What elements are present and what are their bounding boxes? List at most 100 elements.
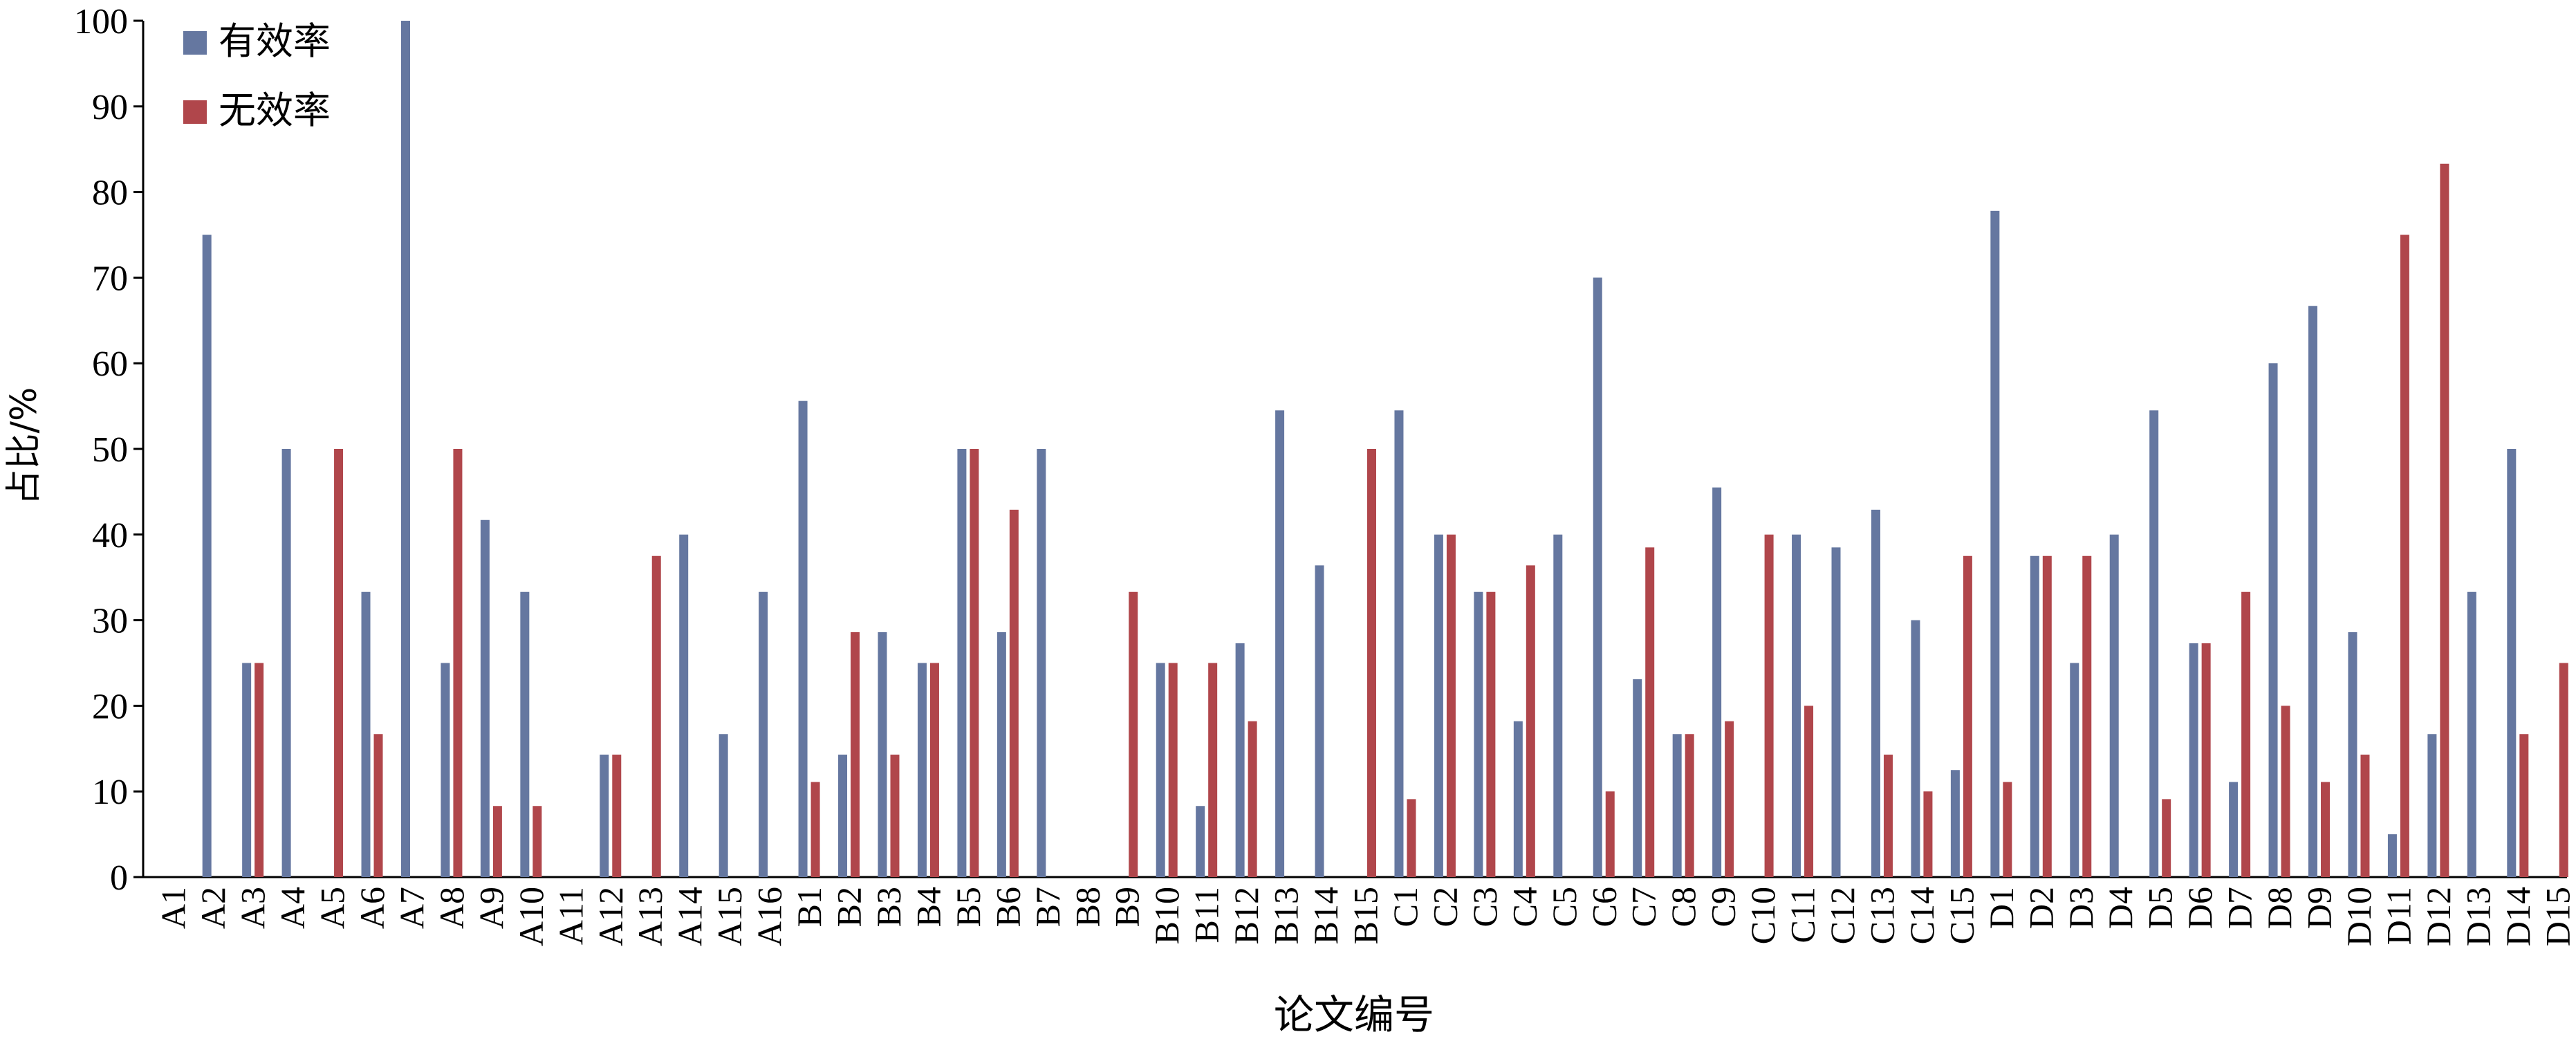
x-tick-label: C15 [1942, 887, 1981, 944]
bar-ineffective-C3 [1486, 591, 1496, 877]
x-tick-label: B4 [909, 887, 947, 927]
x-tick-label: D9 [2300, 887, 2339, 929]
bar-effective-A4 [281, 449, 291, 877]
y-tick-label: 60 [92, 344, 128, 384]
bar-effective-A7 [400, 21, 410, 877]
x-tick-label: D12 [2419, 887, 2458, 946]
x-tick-label: B1 [790, 887, 828, 927]
x-tick-label: D15 [2538, 887, 2576, 946]
bar-ineffective-B1 [810, 782, 820, 877]
bar-ineffective-B10 [1168, 663, 1178, 877]
x-tick-label: D5 [2141, 887, 2180, 929]
legend-swatch [183, 31, 207, 55]
bar-ineffective-A9 [492, 806, 502, 877]
x-tick-label: D11 [2379, 887, 2418, 945]
y-tick-label: 90 [92, 88, 128, 127]
bar-ineffective-C15 [1963, 555, 1972, 877]
x-tick-label: B8 [1068, 887, 1106, 927]
x-tick-label: D8 [2260, 887, 2299, 929]
bar-ineffective-D2 [2042, 555, 2052, 877]
x-tick-label: B6 [988, 887, 1027, 927]
x-tick-label: C3 [1465, 887, 1504, 927]
x-tick-label: C5 [1545, 887, 1584, 927]
bar-effective-A16 [759, 591, 768, 877]
bar-ineffective-C11 [1804, 706, 1814, 877]
y-ticks: 0 10 20 30 40 50 60 70 80 90 100 [74, 2, 143, 898]
bar-ineffective-D12 [2440, 163, 2449, 878]
x-tick-label: B3 [869, 887, 908, 927]
y-tick-label: 80 [92, 174, 128, 213]
bar-ineffective-A10 [532, 806, 542, 877]
x-tick-label: A2 [194, 887, 232, 929]
bar-effective-C14 [1911, 620, 1920, 877]
x-tick-label: B12 [1227, 887, 1266, 944]
x-tick-label: C14 [1902, 887, 1941, 944]
bar-effective-C7 [1633, 679, 1642, 877]
bars [202, 21, 2568, 878]
bar-ineffective-C14 [1923, 791, 1933, 877]
x-tick-label: C4 [1505, 887, 1544, 927]
y-axis-title: 占比/% [3, 387, 45, 506]
bar-effective-D11 [2387, 834, 2397, 877]
bar-ineffective-C13 [1883, 754, 1893, 877]
x-tick-label: B2 [830, 887, 869, 927]
bar-effective-C5 [1553, 534, 1563, 877]
bar-ineffective-D10 [2360, 754, 2370, 877]
bar-effective-C2 [1434, 534, 1443, 877]
bar-effective-B6 [997, 632, 1006, 877]
bar-effective-B14 [1315, 565, 1324, 877]
x-tick-label: A5 [313, 887, 352, 929]
bar-effective-D12 [2427, 734, 2437, 877]
bar-effective-B11 [1196, 806, 1205, 877]
x-tick-label: A9 [472, 887, 510, 929]
legend-swatch [183, 100, 207, 124]
x-tick-label: B9 [1108, 887, 1147, 927]
bar-effective-C4 [1513, 721, 1523, 877]
y-tick-label: 70 [92, 259, 128, 298]
x-tick-label: A16 [750, 887, 789, 946]
x-tick-label: A11 [551, 887, 590, 945]
x-tick-label: A7 [392, 887, 431, 929]
bar-ineffective-B4 [929, 663, 939, 877]
bar-effective-A9 [480, 519, 490, 877]
x-tick-label: B14 [1306, 887, 1345, 944]
x-tick-label: A8 [432, 887, 471, 929]
bar-effective-B5 [957, 449, 967, 877]
bar-ineffective-B6 [1009, 509, 1019, 877]
bar-effective-D2 [2030, 555, 2039, 877]
bar-effective-D1 [1990, 210, 2000, 877]
x-tick-label: C11 [1783, 887, 1822, 943]
bar-effective-D14 [2507, 449, 2517, 877]
x-ticks: A1 A2 A3 A4 A5 A6 A7 A8 A9 A10 A11 A12 A13 A14 A15 A16 B… [154, 887, 2576, 946]
bar-ineffective-A6 [373, 734, 383, 877]
x-tick-label: C7 [1624, 887, 1663, 927]
y-tick-label: 50 [92, 430, 128, 470]
x-tick-label: A3 [234, 887, 272, 929]
bar-ineffective-D3 [2082, 555, 2092, 877]
bar-ineffective-D8 [2281, 706, 2290, 877]
bar-effective-B7 [1037, 449, 1046, 877]
bar-effective-A2 [202, 234, 212, 877]
bar-effective-D9 [2308, 306, 2318, 877]
x-tick-label: A12 [591, 887, 630, 946]
bar-effective-D5 [2149, 410, 2159, 877]
bar-ineffective-B15 [1367, 449, 1376, 877]
x-tick-label: D14 [2499, 887, 2537, 946]
bar-ineffective-C8 [1685, 734, 1694, 877]
bar-ineffective-C1 [1407, 799, 1416, 877]
y-tick-label: 40 [92, 516, 128, 555]
x-tick-label: C6 [1584, 887, 1623, 927]
bar-ineffective-C9 [1725, 721, 1734, 877]
bar-effective-D13 [2467, 591, 2476, 877]
x-tick-label: C1 [1386, 887, 1425, 927]
x-tick-label: C8 [1664, 887, 1703, 927]
x-tick-label: D2 [2021, 887, 2060, 929]
x-tick-label: A6 [353, 887, 391, 929]
bar-effective-D7 [2229, 782, 2239, 877]
bar-ineffective-A13 [651, 555, 661, 877]
bar-effective-A10 [520, 591, 530, 877]
bar-ineffective-D1 [2003, 782, 2012, 877]
x-tick-label: A4 [273, 887, 312, 929]
bar-effective-A12 [600, 754, 609, 877]
